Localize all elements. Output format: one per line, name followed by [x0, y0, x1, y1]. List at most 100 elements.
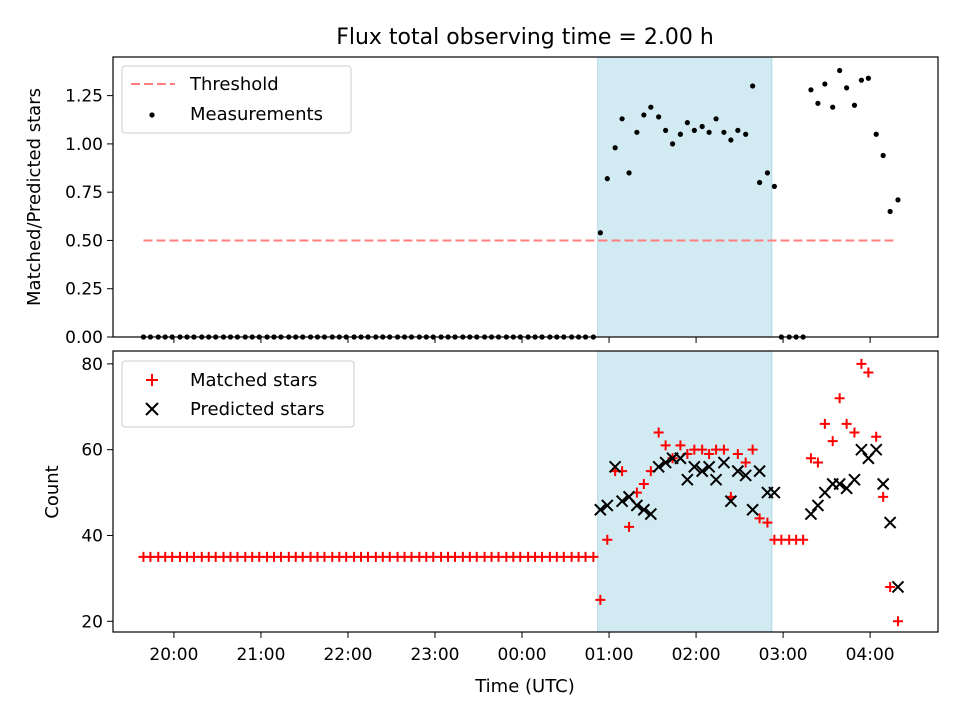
predicted-star-point: [594, 503, 607, 516]
predicted-star-point: [644, 507, 658, 521]
predicted-star-point: [688, 460, 701, 474]
bottom-y-tick-label: 20: [81, 612, 103, 632]
measurement-point: [895, 197, 901, 203]
matched-star-point: [754, 513, 765, 524]
legend-measurements-swatch: [149, 112, 155, 118]
measurement-point: [721, 129, 727, 135]
matched-star-point: [740, 457, 751, 468]
measurement-point: [750, 83, 756, 89]
predicted-star-point: [652, 460, 665, 474]
measurement-point: [771, 183, 777, 189]
matched-star-point: [675, 440, 686, 451]
predicted-star-point: [855, 443, 868, 456]
measurement-point: [728, 137, 734, 143]
legend-predicted-swatch: [145, 402, 159, 416]
bottom-x-tick-label: 00:00: [498, 645, 547, 665]
predicted-star-point: [833, 477, 846, 491]
matched-star-point: [595, 594, 606, 605]
predicted-star-point: [753, 464, 766, 478]
bottom-x-tick-label: 21:00: [236, 645, 285, 665]
top-y-tick-label: 0.00: [65, 328, 103, 348]
predicted-star-point: [637, 503, 651, 516]
matched-star-point: [718, 444, 729, 455]
measurement-point: [706, 129, 712, 135]
bottom-panel: 20 40 60 80 20:00 21:00 22:00 23:00 00:00 01:00 0…: [42, 350, 939, 697]
measurement-point: [669, 141, 676, 147]
measurement-point: [822, 81, 828, 87]
predicted-star-point: [724, 494, 738, 508]
legend-measurements-label: Measurements: [190, 104, 323, 125]
legend-matched-swatch: [146, 374, 158, 386]
matched-star-point: [827, 436, 838, 447]
top-legend: Threshold Measurements: [121, 65, 352, 134]
top-y-tick-label: 1.00: [65, 135, 103, 155]
predicted-star-point: [608, 460, 622, 474]
measurement-point: [735, 127, 741, 133]
matched-star-point: [588, 551, 599, 562]
matched-star-point: [732, 448, 743, 459]
matched-star-point: [878, 491, 889, 502]
measurement-point: [691, 127, 697, 133]
matched-star-point: [892, 616, 903, 627]
measurement-point: [656, 114, 662, 120]
measurement-point: [858, 77, 865, 83]
matched-star-point: [762, 517, 773, 528]
predicted-star-point: [768, 486, 781, 499]
predicted-star-point: [739, 469, 752, 482]
bottom-x-tick-label: 02:00: [672, 645, 721, 665]
matched-star-point: [871, 431, 882, 442]
measurement-point: [604, 176, 610, 182]
matched-star-point: [885, 581, 896, 592]
legend-predicted-label: Predicted stars: [190, 399, 324, 420]
top-panel: 0.00 0.25 0.50 0.75 1.00 1.25 Matched/Predict…: [24, 56, 939, 348]
matched-star-point: [863, 367, 874, 378]
measurement-point: [851, 102, 858, 108]
predicted-star-point: [870, 443, 883, 456]
measurement-point: [684, 120, 690, 126]
predicted-stars-points: [594, 443, 905, 594]
legend-matched-label: Matched stars: [190, 370, 317, 391]
matched-star-point: [704, 448, 715, 459]
matched-star-point: [638, 478, 649, 489]
measurement-point: [808, 87, 814, 93]
predicted-star-point: [717, 456, 731, 469]
measurement-point: [612, 145, 618, 151]
matched-star-point: [849, 427, 860, 438]
measurement-point: [880, 152, 886, 159]
measurements-points: [140, 67, 901, 340]
measurement-point: [873, 131, 879, 137]
predicted-star-point: [848, 473, 861, 486]
measurement-point: [865, 75, 871, 81]
matched-star-point: [624, 521, 635, 532]
measurement-point: [641, 112, 647, 118]
matched-star-point: [856, 358, 867, 369]
top-shaded-span: [597, 56, 773, 338]
predicted-star-point: [681, 473, 694, 486]
top-y-tick-label: 0.75: [65, 183, 103, 203]
top-y-tick-label: 0.25: [65, 280, 103, 300]
matched-star-point: [747, 444, 758, 455]
matched-star-point: [841, 418, 852, 429]
predicted-star-point: [709, 473, 723, 486]
matched-star-point: [660, 440, 671, 451]
measurement-point: [764, 170, 771, 176]
bottom-x-tick-label: 01:00: [585, 645, 634, 665]
top-plot-frame: [112, 56, 939, 338]
predicted-star-point: [731, 464, 745, 478]
predicted-star-point: [695, 464, 709, 478]
predicted-star-point: [630, 499, 644, 512]
bottom-x-ticks: 20:00 21:00 22:00 23:00 00:00 01:00 02:00 03:00…: [149, 632, 895, 665]
matched-star-point: [805, 453, 816, 464]
measurement-point: [634, 129, 640, 135]
top-y-tick-label: 0.50: [65, 231, 103, 251]
bottom-plot-frame: [112, 350, 939, 633]
bottom-y-ticks: 20 40 60 80: [81, 355, 113, 632]
bottom-y-tick-label: 80: [81, 355, 103, 375]
x-axis-label: Time (UTC): [474, 676, 575, 697]
predicted-star-point: [883, 516, 897, 529]
predicted-star-point: [601, 499, 614, 512]
bottom-y-tick-label: 40: [81, 526, 103, 546]
bottom-x-tick-label: 20:00: [149, 645, 198, 665]
measurement-point: [844, 85, 850, 91]
